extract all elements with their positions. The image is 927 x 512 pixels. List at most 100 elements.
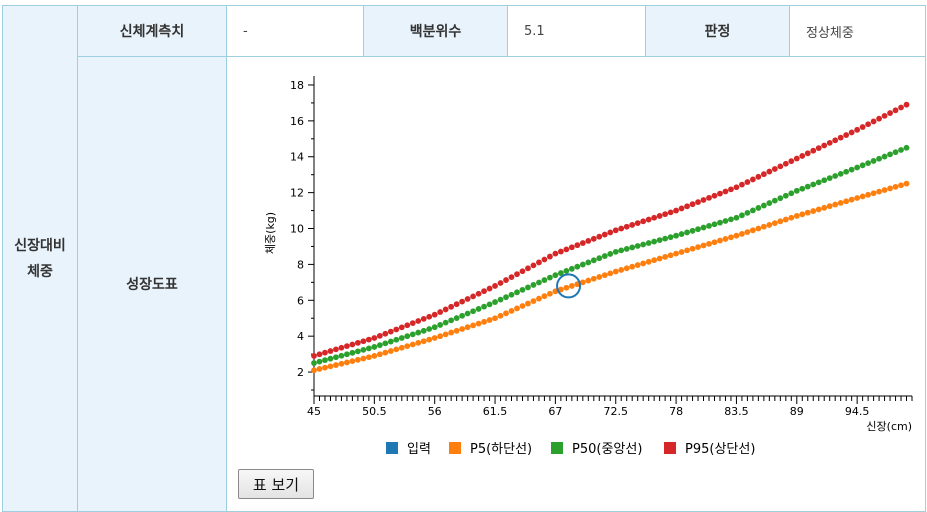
series-point bbox=[464, 324, 471, 331]
series-point bbox=[684, 229, 690, 236]
series-point bbox=[700, 197, 707, 203]
series-point bbox=[481, 303, 487, 310]
series-point bbox=[453, 301, 460, 308]
legend-swatch bbox=[386, 442, 398, 454]
series-point bbox=[547, 274, 553, 281]
series-point bbox=[629, 244, 636, 251]
series-point bbox=[623, 223, 630, 230]
series-point bbox=[717, 237, 723, 244]
series-point bbox=[656, 255, 663, 262]
series-point bbox=[514, 305, 520, 312]
series-point bbox=[678, 231, 685, 237]
series-point bbox=[706, 194, 712, 201]
series-point bbox=[338, 352, 345, 359]
series-point bbox=[349, 358, 356, 365]
series-point bbox=[393, 326, 400, 333]
series-point bbox=[700, 242, 707, 249]
series-point bbox=[492, 315, 498, 322]
series-point bbox=[662, 235, 669, 242]
series-point bbox=[486, 301, 493, 308]
series-point bbox=[887, 110, 893, 116]
series-point bbox=[579, 240, 586, 246]
input-point-marker bbox=[556, 273, 582, 299]
series-point bbox=[870, 190, 877, 197]
series-point bbox=[634, 262, 641, 268]
series-point bbox=[859, 193, 866, 200]
series-point bbox=[404, 333, 411, 340]
legend-swatch bbox=[449, 442, 461, 454]
series-point bbox=[311, 360, 317, 366]
series-point bbox=[848, 129, 855, 136]
series-point bbox=[799, 211, 806, 218]
series-point bbox=[848, 196, 855, 203]
series-point bbox=[360, 338, 367, 345]
series-point bbox=[514, 289, 520, 296]
series-point bbox=[706, 223, 712, 229]
series-point bbox=[744, 209, 751, 216]
series-point bbox=[711, 192, 718, 199]
series-point bbox=[470, 293, 477, 300]
series-point bbox=[826, 203, 833, 210]
series-point bbox=[898, 182, 904, 189]
series-point bbox=[344, 343, 350, 350]
series-point bbox=[387, 328, 394, 335]
series-point bbox=[503, 310, 509, 317]
series-point bbox=[568, 244, 575, 251]
series-point bbox=[492, 283, 498, 289]
series-point bbox=[376, 342, 383, 349]
x-tick-label: 78 bbox=[669, 405, 683, 418]
y-axis-label: 체중(kg) bbox=[264, 212, 277, 254]
series-point bbox=[448, 303, 455, 310]
series-point bbox=[442, 319, 449, 326]
series-point bbox=[376, 351, 383, 358]
series-point bbox=[371, 335, 378, 341]
series-point bbox=[651, 257, 658, 264]
series-point bbox=[503, 277, 509, 283]
series-point bbox=[892, 149, 899, 156]
series-point bbox=[344, 359, 350, 366]
series-point bbox=[711, 221, 718, 228]
series-point bbox=[536, 279, 542, 286]
y-tick-label: 16 bbox=[290, 115, 304, 128]
series-point bbox=[536, 259, 542, 266]
series-point bbox=[316, 358, 323, 365]
series-point bbox=[448, 329, 455, 336]
series-point bbox=[398, 335, 405, 341]
series-point bbox=[804, 209, 811, 216]
series-point bbox=[887, 185, 893, 192]
series-point bbox=[854, 126, 861, 133]
x-axis-label: 신장(cm) bbox=[866, 420, 912, 433]
series-point bbox=[898, 147, 904, 153]
series-point bbox=[717, 190, 723, 197]
series-point bbox=[854, 195, 861, 201]
x-tick-label: 61.5 bbox=[483, 405, 508, 418]
series-point bbox=[656, 213, 663, 219]
series-point bbox=[382, 349, 389, 356]
series-point bbox=[892, 183, 899, 190]
series-point bbox=[623, 246, 630, 252]
series-point bbox=[755, 225, 762, 232]
series-point bbox=[618, 225, 625, 232]
series-point bbox=[409, 341, 416, 348]
series-point bbox=[497, 296, 504, 303]
series-point bbox=[579, 261, 586, 268]
series-point bbox=[749, 227, 756, 234]
series-point bbox=[848, 166, 855, 173]
series-point bbox=[497, 280, 504, 286]
y-tick-label: 18 bbox=[290, 79, 304, 92]
series-point bbox=[322, 349, 328, 356]
series-point bbox=[365, 345, 372, 352]
series-point bbox=[623, 265, 630, 272]
series-point bbox=[810, 208, 817, 214]
series-point bbox=[596, 233, 603, 240]
series-point bbox=[760, 202, 767, 209]
table-view-button[interactable]: 표 보기 bbox=[238, 469, 314, 499]
series-point bbox=[695, 244, 701, 251]
series-point bbox=[333, 346, 339, 353]
series-point bbox=[722, 188, 729, 195]
series-point bbox=[832, 137, 839, 144]
series-point bbox=[711, 239, 718, 246]
series-point bbox=[788, 190, 795, 197]
series-point bbox=[327, 348, 334, 354]
